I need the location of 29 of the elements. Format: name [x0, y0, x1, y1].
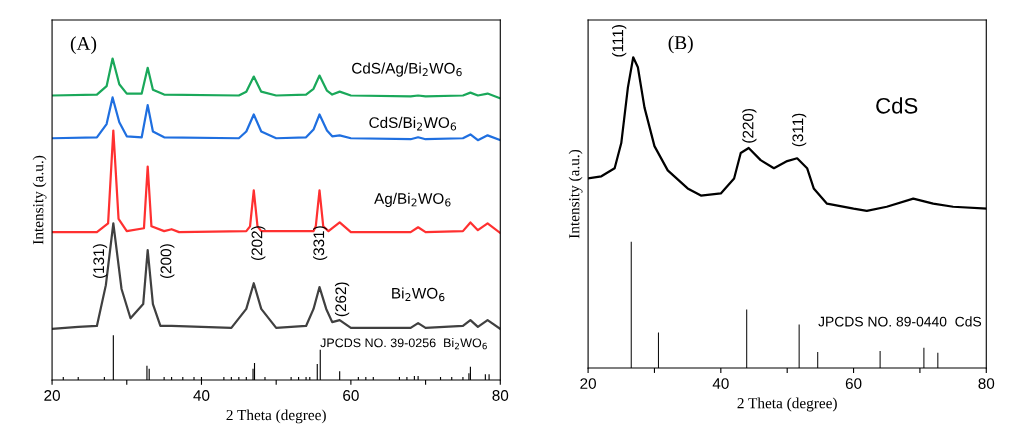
series-label: CdS/Bi$_{2}$WO$_{6}$ [369, 116, 457, 131]
x-axis-title: 2 Theta (degree) [226, 409, 326, 424]
annotation: JPCDS NO. 89-0440 CdS [818, 316, 982, 327]
x-tick-label: 80 [492, 390, 509, 401]
annotation: (331) [312, 226, 328, 261]
annotation: (311) [792, 113, 807, 147]
y-axis-title: Intensity (a.u.) [568, 149, 583, 239]
chart-title: (B) [668, 35, 693, 54]
x-tick-label: 20 [580, 378, 596, 389]
x-tick-label: 20 [44, 390, 60, 401]
x-tick-label: 60 [343, 390, 359, 401]
annotation: (262) [334, 282, 350, 317]
annotation: (131) [92, 244, 108, 279]
series-label: Bi$_{2}$WO$_{6}$ [392, 287, 445, 302]
x-axis-title: 2 Theta (degree) [737, 397, 837, 412]
x-tick-label: 60 [845, 378, 862, 389]
text: CdS [876, 97, 918, 114]
x-tick-label: 40 [193, 390, 210, 401]
annotation: (220) [742, 108, 757, 143]
chart-title: (A) [70, 36, 97, 54]
text: (111) [612, 25, 627, 57]
annotation: JPCDS NO. 39-0256 Bi$_{2}$WO$_{6}$ [320, 338, 487, 350]
x-tick-label: 80 [978, 378, 995, 389]
annotation: (202) [251, 226, 266, 261]
series-label: Ag/Bi$_{2}$WO$_{6}$ [374, 192, 451, 208]
annotation: (200) [160, 244, 175, 279]
x-tick-label: 40 [712, 378, 729, 389]
series-label: CdS/Ag/Bi$_{2}$WO$_{6}$ [352, 62, 462, 77]
y-axis-title: Intensity (a.u.) [32, 155, 47, 245]
